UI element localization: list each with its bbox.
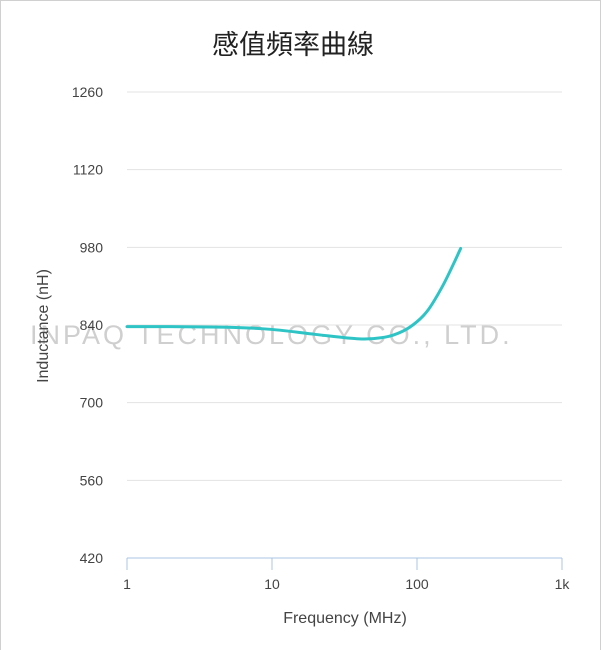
y-axis-label: Inductance (nH) (35, 269, 52, 383)
y-tick-label-560: 560 (80, 472, 104, 488)
x-axis-label: Frequency (MHz) (283, 610, 407, 627)
y-tick-label-700: 700 (80, 395, 104, 411)
series-line-0 (125, 246, 463, 341)
y-tick-label-1260: 1260 (72, 84, 103, 100)
x-tick-label-10: 10 (264, 576, 280, 592)
y-tick-label-840: 840 (80, 317, 104, 333)
y-tick-label-1120: 1120 (73, 162, 103, 178)
x-tick-label-1k: 1k (555, 576, 571, 592)
x-tick-label-1: 1 (123, 576, 131, 592)
y-tick-label-980: 980 (80, 239, 104, 255)
chart-title: 感值頻率曲線 (212, 30, 374, 60)
x-tick-label-100: 100 (405, 576, 429, 592)
y-tick-label-420: 420 (80, 550, 104, 566)
